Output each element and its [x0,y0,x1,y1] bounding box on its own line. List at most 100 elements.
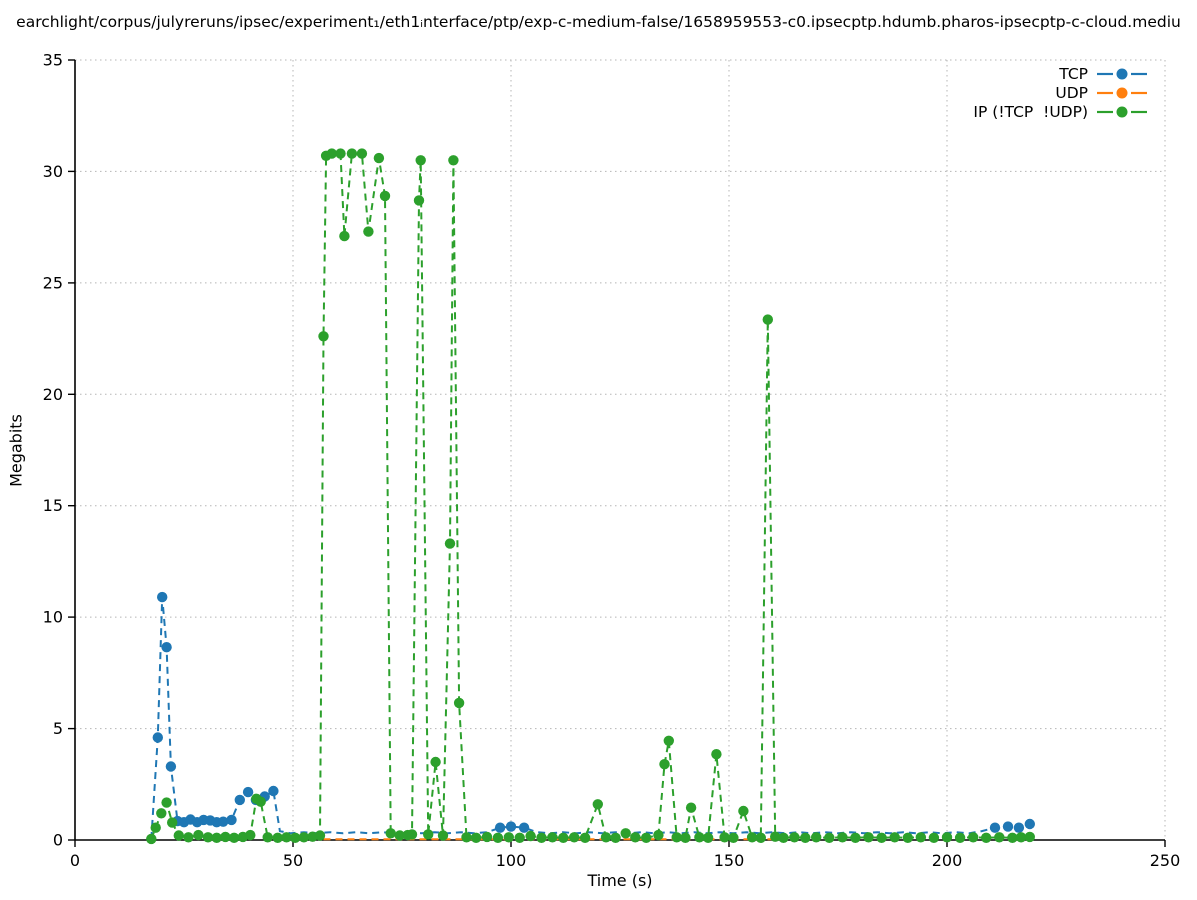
x-tick-label: 0 [70,851,80,870]
data-point-ip-tcp-udp [437,830,449,841]
data-point-tcp [157,591,168,603]
data-point-tcp [494,822,506,833]
data-point-ip-tcp-udp [503,832,514,843]
data-point-ip-tcp-udp [150,822,161,833]
x-tick-label: 100 [496,851,527,870]
data-point-ip-tcp-udp [811,832,822,843]
data-point-ip-tcp-udp [363,226,374,237]
data-point-ip-tcp-udp [146,833,157,845]
data-point-ip-tcp-udp [430,756,441,768]
data-point-ip-tcp-udp [610,832,621,843]
data-point-ip-tcp-udp [290,832,301,843]
data-point-ip-tcp-udp [968,832,979,843]
data-point-tcp [161,642,172,653]
data-point-ip-tcp-udp [889,832,900,843]
series-line-tcp [150,597,1031,839]
data-point-ip-tcp-udp [770,831,781,842]
legend-marker-sample [1116,87,1128,99]
legend-marker-sample [1116,68,1128,80]
data-point-ip-tcp-udp [183,832,194,843]
x-tick-label: 250 [1150,851,1181,870]
series-line-ip-tcp-udp [150,152,1030,840]
data-point-ip-tcp-udp [915,832,926,843]
data-point-tcp [1024,818,1036,830]
data-point-tcp [518,822,530,833]
y-tick-label: 0 [53,831,63,850]
data-point-ip-tcp-udp [461,832,472,843]
legend-marker-sample [1116,106,1128,118]
data-point-ip-tcp-udp [346,148,358,159]
data-point-ip-tcp-udp [173,830,184,841]
data-point-ip-tcp-udp [167,817,178,828]
data-point-ip-tcp-udp [680,832,691,843]
data-point-ip-tcp-udp [211,832,222,843]
data-point-ip-tcp-udp [492,832,504,843]
data-point-ip-tcp-udp [373,152,385,164]
y-tick-label: 5 [53,719,63,738]
x-tick-label: 50 [283,851,303,870]
data-point-ip-tcp-udp [298,832,310,843]
y-tick-label: 15 [43,496,63,515]
data-point-ip-tcp-udp [653,829,664,841]
data-point-tcp [242,786,254,798]
data-point-ip-tcp-udp [318,331,329,342]
data-point-ip-tcp-udp [719,832,730,843]
data-point-ip-tcp-udp [262,832,273,843]
data-point-ip-tcp-udp [941,832,953,843]
data-point-ip-tcp-udp [245,829,256,841]
data-point-tcp [165,761,177,772]
data-point-ip-tcp-udp [448,155,459,166]
data-point-ip-tcp-udp [762,314,773,325]
data-point-ip-tcp-udp [778,832,789,843]
data-point-ip-tcp-udp [702,832,714,843]
legend-label-tcp: TCP [1058,65,1088,83]
data-point-ip-tcp-udp [423,829,434,840]
data-point-ip-tcp-udp [547,832,558,843]
data-point-ip-tcp-udp [685,802,697,813]
legend-label-udp: UDP [1055,84,1088,102]
data-point-ip-tcp-udp [453,697,465,709]
y-tick-label: 25 [43,273,63,292]
data-point-ip-tcp-udp [415,155,426,166]
data-point-ip-tcp-udp [1015,832,1027,843]
data-point-tcp [226,814,237,826]
data-point-tcp [1002,821,1014,832]
data-point-ip-tcp-udp [314,830,326,841]
data-point-ip-tcp-udp [406,829,418,840]
data-point-ip-tcp-udp [558,832,569,843]
data-point-ip-tcp-udp [536,832,547,843]
x-axis-label: Time (s) [587,871,653,890]
data-point-ip-tcp-udp [161,797,172,808]
y-tick-label: 35 [43,51,63,70]
data-point-ip-tcp-udp [800,832,811,843]
data-point-ip-tcp-udp [579,832,591,843]
data-point-tcp [1013,822,1025,833]
data-point-tcp [268,785,279,797]
data-point-ip-tcp-udp [481,831,493,843]
data-point-ip-tcp-udp [335,148,346,159]
data-point-ip-tcp-udp [514,832,525,843]
data-point-ip-tcp-udp [255,796,266,807]
data-point-ip-tcp-udp [600,832,612,843]
data-point-tcp [234,794,245,806]
data-point-ip-tcp-udp [193,829,204,841]
data-point-ip-tcp-udp [671,832,682,843]
data-point-ip-tcp-udp [711,749,722,760]
data-point-ip-tcp-udp [902,832,913,843]
data-point-ip-tcp-udp [394,830,405,841]
data-point-ip-tcp-udp [876,832,887,843]
data-point-ip-tcp-udp [385,828,396,839]
data-point-tcp [218,816,229,827]
data-point-ip-tcp-udp [156,808,167,819]
data-point-ip-tcp-udp [620,828,631,839]
data-point-tcp [989,822,1001,833]
data-point-ip-tcp-udp [789,832,800,843]
data-point-ip-tcp-udp [837,832,848,843]
data-point-ip-tcp-udp [1024,831,1036,843]
data-point-ip-tcp-udp [824,832,835,843]
data-point-ip-tcp-udp [738,805,749,817]
data-point-ip-tcp-udp [339,230,350,242]
data-point-ip-tcp-udp [470,832,482,843]
data-point-ip-tcp-udp [220,831,231,843]
